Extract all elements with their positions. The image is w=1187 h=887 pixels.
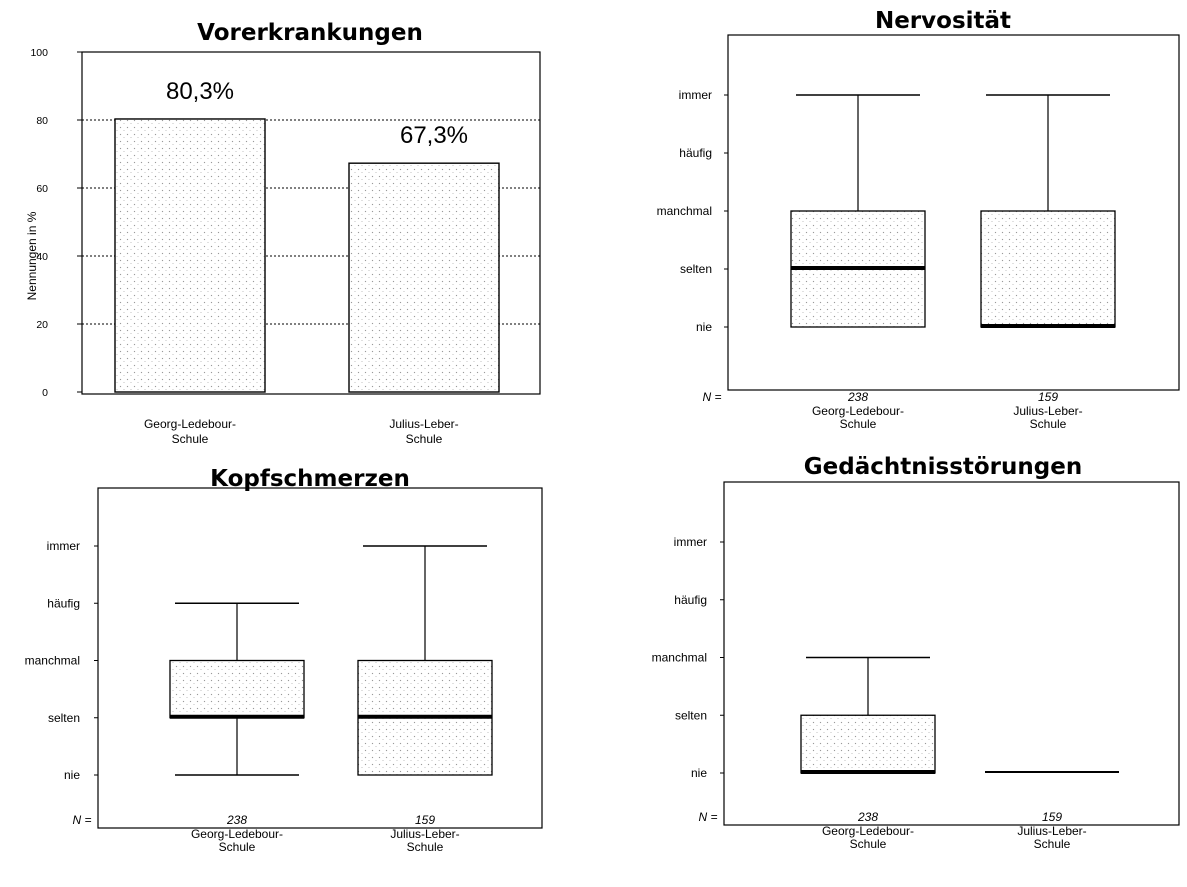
category-label: Julius-Leber-Schule xyxy=(389,417,458,446)
plot-frame xyxy=(727,34,1180,391)
box-group xyxy=(357,545,493,776)
y-tick-label: manchmal xyxy=(657,204,712,218)
boxplot-nervositaet: nie selten manchmal häufig immer N = 238Georg-… xyxy=(657,34,1180,431)
y-tick-label: 100 xyxy=(30,47,48,59)
bar xyxy=(114,118,266,393)
n-label: N = xyxy=(702,390,721,404)
y-tick-label: 80 xyxy=(36,115,48,127)
box xyxy=(800,714,936,774)
n-value: 159 xyxy=(1038,390,1058,404)
plot-frame xyxy=(97,487,543,829)
n-value: 159 xyxy=(1042,810,1062,824)
y-tick-label: selten xyxy=(675,708,707,722)
y-tick-label: häufig xyxy=(47,596,80,610)
n-value: 238 xyxy=(847,390,868,404)
y-tick-label: manchmal xyxy=(652,651,707,665)
category-label: Georg-Ledebour-Schule xyxy=(812,404,904,431)
category-label: Georg-Ledebour-Schule xyxy=(144,417,236,446)
data-label: 80,3% xyxy=(166,78,234,105)
boxplot-gedaechtnisstoerungen: nie selten manchmal häufig immer N = 238Georg-… xyxy=(652,481,1180,851)
y-tick-label: immer xyxy=(679,88,712,102)
y-tick-label: nie xyxy=(696,320,712,334)
bar-chart-vorerkrankungen: Nennungen in % 0 20 40 60 80 100 80,3% 67,3% G… xyxy=(25,47,541,446)
y-tick-label: selten xyxy=(680,262,712,276)
y-tick-label: manchmal xyxy=(25,654,80,668)
category-label: Georg-Ledebour-Schule xyxy=(191,827,283,854)
y-axis-label: Nennungen in % xyxy=(25,211,39,300)
n-value: 159 xyxy=(415,813,435,827)
category-label: Georg-Ledebour-Schule xyxy=(822,824,914,851)
y-tick-label: selten xyxy=(48,711,80,725)
box-group xyxy=(800,656,936,774)
category-label: Julius-Leber-Schule xyxy=(390,827,459,854)
box xyxy=(980,210,1116,328)
y-tick-label: immer xyxy=(674,535,707,549)
y-tick-label: 40 xyxy=(36,251,48,263)
n-label: N = xyxy=(698,810,717,824)
boxplot-kopfschmerzen: nie selten manchmal häufig immer N = 238Georg-… xyxy=(25,487,543,854)
box-group xyxy=(790,94,926,328)
chart-title-nervositaet: Nervosität xyxy=(875,8,1011,34)
y-tick-label: nie xyxy=(64,768,80,782)
y-tick-label: nie xyxy=(691,766,707,780)
plot-frame xyxy=(81,51,541,395)
y-tick-label: 20 xyxy=(36,319,48,331)
box-group xyxy=(980,94,1116,328)
n-value: 238 xyxy=(857,810,878,824)
chart-title-vorerkrankungen: Vorerkrankungen xyxy=(197,20,423,46)
box-group xyxy=(169,602,305,776)
y-tick-label: 0 xyxy=(42,387,48,399)
box xyxy=(169,659,305,719)
chart-title-gedaechtnisstoerungen: Gedächtnisstörungen xyxy=(804,454,1082,480)
n-value: 238 xyxy=(226,813,247,827)
bar xyxy=(348,162,500,393)
data-label: 67,3% xyxy=(400,122,468,149)
y-tick-label: 60 xyxy=(36,183,48,195)
plot-frame xyxy=(723,481,1180,826)
n-label: N = xyxy=(72,813,91,827)
category-label: Julius-Leber-Schule xyxy=(1013,404,1082,431)
category-label: Julius-Leber-Schule xyxy=(1017,824,1086,851)
y-tick-label: immer xyxy=(47,539,80,553)
y-tick-label: häufig xyxy=(674,593,707,607)
y-tick-label: häufig xyxy=(679,146,712,160)
